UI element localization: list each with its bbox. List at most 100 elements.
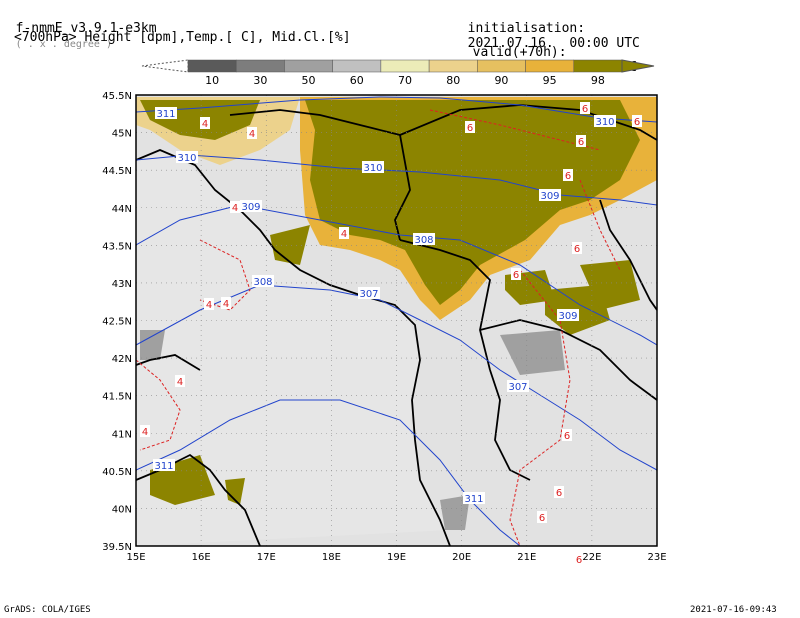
height-contour-label: 309	[558, 311, 577, 322]
temp-contour-label: 6	[556, 488, 562, 499]
italy-coast-1	[136, 354, 201, 371]
colorbar-tick-label: 95	[543, 74, 557, 87]
temp-contour-6a	[429, 109, 601, 151]
colorbar-tick-label: 30	[253, 74, 267, 87]
init-label: initialisation:	[467, 21, 586, 36]
init-time: initialisation: 2021.07.16. 00:00 UTC	[452, 6, 640, 51]
border-4	[479, 319, 657, 401]
cloud-cover	[136, 97, 657, 530]
temp-contour-label: 4	[223, 299, 229, 310]
map-frame	[135, 94, 658, 547]
temp-label-bg	[221, 297, 231, 309]
temp-label-bg	[572, 242, 582, 254]
lat-label: 44N	[112, 204, 132, 215]
temp-contour-label: 6	[539, 513, 545, 524]
lon-label: 17E	[257, 552, 276, 563]
temp-contour-label: 6	[576, 555, 582, 566]
colorbar-tick-label: 60	[350, 74, 364, 87]
temp-label-bg	[554, 486, 564, 498]
height-contour-label: 311	[156, 109, 175, 120]
height-label-bg	[153, 459, 175, 471]
temp-label-bg	[204, 298, 214, 310]
model-name: f-nmmE_v3.9.1-e3km	[15, 21, 157, 36]
product-label: <700hPa> Height [dpm],Temp.[ C], Mid.Cl.…	[14, 30, 351, 45]
lat-label: 42N	[112, 354, 132, 365]
border-5	[489, 369, 531, 481]
lat-label: 42.5N	[102, 317, 132, 328]
height-label-bg	[557, 309, 579, 321]
temp-contour-4b	[199, 239, 251, 311]
cloud-grey-1	[500, 330, 565, 375]
footer-right: 2021-07-16-09:43	[690, 605, 777, 615]
height-contour-label: 307	[508, 382, 527, 393]
lon-label: 16E	[192, 552, 211, 563]
cloud-south-2	[225, 478, 245, 505]
temp-label-bg	[580, 102, 590, 114]
colorbar-ticks: 10 30 50 60 70 80 90 95 98	[205, 74, 605, 87]
cloud-grey-3	[440, 495, 470, 530]
temp-contour-label: 6	[565, 171, 571, 182]
temp-contour-label: 4	[341, 229, 347, 240]
lon-label: 19E	[387, 552, 406, 563]
temp-contour-label: 4	[206, 300, 212, 311]
contour-310	[136, 154, 657, 206]
lat-label: 39.5N	[102, 542, 132, 553]
lat-label: 45N	[112, 129, 132, 140]
lat-label: 41.5N	[102, 392, 132, 403]
colorbar-tick-label: 50	[302, 74, 316, 87]
temp-label-bg	[247, 127, 257, 139]
lon-label: 22E	[582, 552, 601, 563]
init-value: 2021.07.16. 00:00 UTC	[467, 36, 640, 51]
temp-contour-label: 4	[142, 427, 148, 438]
height-contour-label: 309	[241, 202, 260, 213]
grid-note: ( . x . degree )	[15, 39, 112, 50]
colorbar-high-arrow	[621, 59, 655, 73]
height-label-bg	[463, 492, 485, 504]
contour-307	[136, 399, 521, 546]
temp-contour-label: 6	[513, 270, 519, 281]
lon-label: 18E	[322, 552, 341, 563]
height-label-bg	[594, 115, 616, 127]
lon-label: 21E	[517, 552, 536, 563]
lat-label: 43.5N	[102, 241, 132, 252]
cloud-east-3	[580, 260, 640, 310]
temp-contour-label: 6	[574, 244, 580, 255]
temp-label-bg	[562, 429, 572, 441]
height-label-bg	[358, 287, 380, 299]
contour-311	[136, 96, 657, 123]
temperature-contours	[136, 109, 621, 546]
colorbar-tick-label: 80	[446, 74, 460, 87]
model-title: f-nmmE_v3.9.1-e3km ( . x . degree )	[0, 6, 157, 51]
lat-label: 45.5N	[102, 91, 132, 102]
temp-contour-label: 6	[467, 123, 473, 134]
temp-contour-label: 6	[634, 117, 640, 128]
temp-contour-6c	[579, 179, 621, 271]
temp-label-bg	[563, 169, 573, 181]
lat-label: 44.5N	[102, 166, 132, 177]
temp-label-bg	[200, 117, 210, 129]
temp-label-bg	[175, 375, 185, 387]
temp-label-bg	[465, 121, 475, 133]
lon-label: 20E	[452, 552, 471, 563]
temp-label-bg	[140, 425, 150, 437]
axis-labels: 15E 16E 17E 18E 19E 20E 21E 22E 23E 45.5N 45N 44.5N…	[102, 91, 666, 563]
border-3	[399, 239, 491, 371]
height-contour-label: 311	[464, 494, 483, 505]
colorbar-tick-label: 10	[205, 74, 219, 87]
height-contour-label: 310	[363, 163, 382, 174]
cloud-grey-2	[140, 330, 165, 360]
height-label-bg	[539, 189, 561, 201]
temp-contour-label: 6	[564, 431, 570, 442]
graticule	[136, 95, 657, 546]
lat-label: 41N	[112, 429, 132, 440]
height-label-bg	[176, 151, 198, 163]
lat-label: 43N	[112, 279, 132, 290]
temp-contour-label: 6	[578, 137, 584, 148]
height-contour-label: 310	[595, 117, 614, 128]
border-6	[599, 199, 657, 311]
sea-area	[136, 150, 450, 546]
lon-label: 23E	[647, 552, 666, 563]
colorbar: 10 30 50 60 70 80 90 95 98	[141, 59, 655, 87]
height-contour-label: 308	[414, 235, 433, 246]
